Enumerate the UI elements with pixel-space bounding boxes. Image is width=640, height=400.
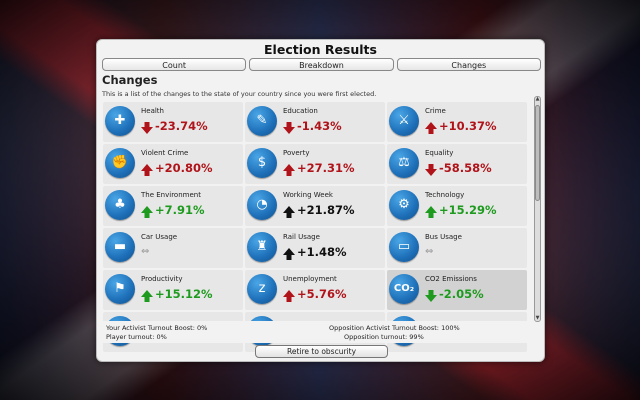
stat-value: +7.91% [155, 203, 205, 217]
co2-icon: CO₂ [389, 274, 419, 304]
arrow-up-icon [283, 161, 295, 176]
stat-value: +15.29% [439, 203, 497, 217]
stat-value: -23.74% [155, 119, 208, 133]
scrollbar[interactable]: ▲ ▼ [534, 96, 541, 322]
arrow-down-icon [425, 161, 437, 176]
stat-label: CO2 Emissions [425, 275, 477, 283]
arrow-down-icon [141, 119, 153, 134]
opposition-turnout: Opposition turnout: 99% [344, 333, 424, 341]
stat-label: Car Usage [141, 233, 178, 241]
bus-icon: ▭ [389, 232, 419, 262]
section-title: Changes [102, 73, 158, 87]
stat-cell[interactable]: ⚔ Crime +10.37% [387, 102, 527, 142]
tab-count[interactable]: Count [102, 58, 247, 71]
stat-label: Equality [425, 149, 454, 157]
stat-label: Poverty [283, 149, 310, 157]
stat-label: Bus Usage [425, 233, 462, 241]
stat-label: Health [141, 107, 164, 115]
arrow-up-icon [425, 119, 437, 134]
car-icon: ▬ [105, 232, 135, 262]
stat-label: Unemployment [283, 275, 337, 283]
retire-button[interactable]: Retire to obscurity [255, 345, 388, 358]
arrow-up-icon [283, 203, 295, 218]
stat-label: Education [283, 107, 318, 115]
activist-turnout-boost: Your Activist Turnout Boost: 0% [106, 324, 208, 332]
changes-grid: ✚ Health -23.74% ✎ Education -1.43% ⚔ Crime +10.… [103, 102, 530, 352]
stat-cell[interactable]: ▬ Car Usage ⇔ [103, 228, 243, 268]
environment-icon: ♣ [105, 190, 135, 220]
stat-label: Crime [425, 107, 446, 115]
tab-changes[interactable]: Changes [396, 58, 541, 71]
stat-cell[interactable]: ✚ Health -23.74% [103, 102, 243, 142]
arrow-up-icon [141, 203, 153, 218]
stat-value: +20.80% [155, 161, 213, 175]
scroll-up-icon[interactable]: ▲ [535, 96, 540, 102]
stat-label: Rail Usage [283, 233, 320, 241]
stat-cell[interactable]: ⚑ Productivity +15.12% [103, 270, 243, 310]
equality-icon: ⚖ [389, 148, 419, 178]
stat-value: +21.87% [297, 203, 355, 217]
stat-cell[interactable]: ✎ Education -1.43% [245, 102, 385, 142]
section-description: This is a list of the changes to the sta… [102, 90, 377, 98]
stat-cell[interactable]: ✊ Violent Crime +20.80% [103, 144, 243, 184]
train-icon: ♜ [247, 232, 277, 262]
stat-value: -2.05% [439, 287, 484, 301]
arrow-down-icon [425, 287, 437, 302]
violent-crime-icon: ✊ [105, 148, 135, 178]
stat-label: Violent Crime [141, 149, 189, 157]
scroll-thumb[interactable] [535, 105, 540, 201]
no-change-icon: ⇔ [141, 246, 150, 257]
stat-cell[interactable]: ♜ Rail Usage +1.48% [245, 228, 385, 268]
stat-value: +15.12% [155, 287, 213, 301]
arrow-up-icon [141, 287, 153, 302]
arrow-up-icon [141, 161, 153, 176]
dialog-title: Election Results [264, 42, 377, 57]
stat-label: Technology [425, 191, 465, 199]
changes-list: ✚ Health -23.74% ✎ Education -1.43% ⚔ Crime +10.… [103, 102, 530, 357]
education-icon: ✎ [247, 106, 277, 136]
stat-cell[interactable]: $ Poverty +27.31% [245, 144, 385, 184]
stat-value: +5.76% [297, 287, 347, 301]
election-results-dialog: Election Results Count Breakdown Changes… [96, 39, 545, 362]
opposition-activist-turnout-boost: Opposition Activist Turnout Boost: 100% [329, 324, 460, 332]
stat-label: Productivity [141, 275, 183, 283]
stat-cell[interactable]: ⚙ Technology +15.29% [387, 186, 527, 226]
poverty-icon: $ [247, 148, 277, 178]
stat-label: The Environment [141, 191, 201, 199]
arrow-up-icon [283, 245, 295, 260]
stat-cell[interactable]: ♣ The Environment +7.91% [103, 186, 243, 226]
stat-cell[interactable]: ⚖ Equality -58.58% [387, 144, 527, 184]
arrow-up-icon [283, 287, 295, 302]
arrow-up-icon [425, 203, 437, 218]
stat-cell[interactable]: ▭ Bus Usage ⇔ [387, 228, 527, 268]
working-week-icon: ◔ [247, 190, 277, 220]
health-icon: ✚ [105, 106, 135, 136]
tab-bar: Count Breakdown Changes [102, 58, 541, 72]
player-turnout: Player turnout: 0% [106, 333, 167, 341]
stat-cell[interactable]: z Unemployment +5.76% [245, 270, 385, 310]
no-change-icon: ⇔ [425, 246, 434, 257]
stat-value: +10.37% [439, 119, 497, 133]
tab-breakdown[interactable]: Breakdown [249, 58, 394, 71]
stat-value: -1.43% [297, 119, 342, 133]
crime-icon: ⚔ [389, 106, 419, 136]
stat-label: Working Week [283, 191, 333, 199]
unemployment-icon: z [247, 274, 277, 304]
technology-icon: ⚙ [389, 190, 419, 220]
arrow-down-icon [283, 119, 295, 134]
productivity-icon: ⚑ [105, 274, 135, 304]
stat-cell[interactable]: CO₂ CO2 Emissions -2.05% [387, 270, 527, 310]
stat-value: -58.58% [439, 161, 492, 175]
stat-value: +27.31% [297, 161, 355, 175]
stat-cell[interactable]: ◔ Working Week +21.87% [245, 186, 385, 226]
scroll-down-icon[interactable]: ▼ [535, 315, 540, 321]
footer-area [101, 321, 534, 343]
stat-value: +1.48% [297, 245, 347, 259]
